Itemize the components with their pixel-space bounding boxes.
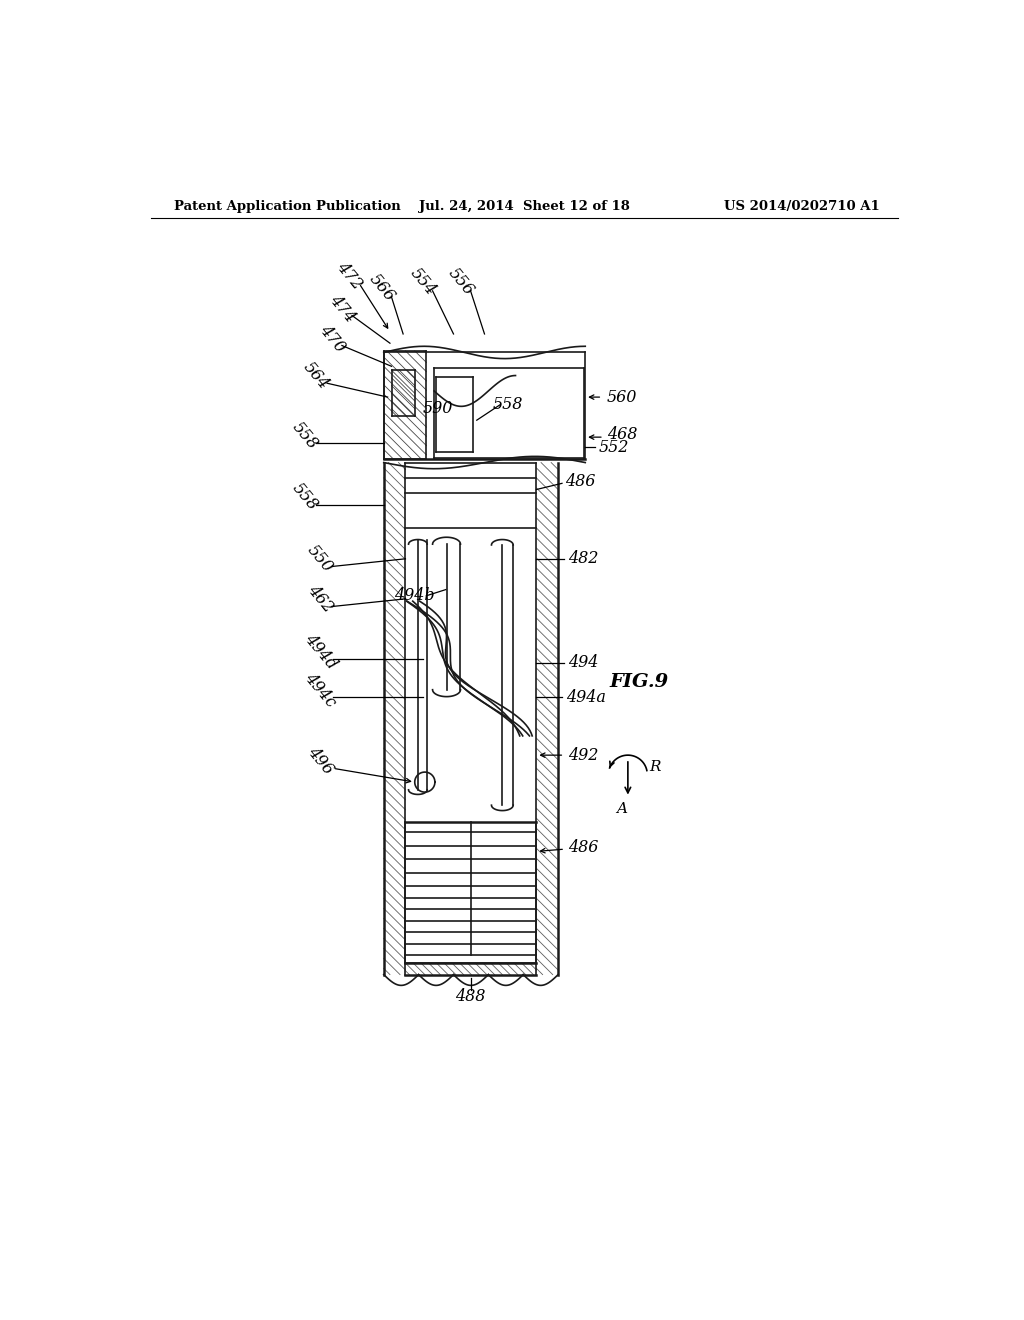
Text: Jul. 24, 2014  Sheet 12 of 18: Jul. 24, 2014 Sheet 12 of 18 [420, 201, 630, 214]
Text: Patent Application Publication: Patent Application Publication [174, 201, 401, 214]
Text: 494c: 494c [301, 669, 339, 710]
Text: R: R [649, 760, 660, 774]
Text: 472: 472 [333, 259, 366, 293]
Text: 550: 550 [304, 541, 337, 576]
Text: 492: 492 [568, 747, 599, 764]
Text: 554: 554 [407, 264, 439, 298]
Text: 590: 590 [423, 400, 454, 417]
Text: 486: 486 [565, 474, 596, 490]
Text: 552: 552 [598, 438, 629, 455]
Text: 486: 486 [568, 840, 599, 857]
Text: 558: 558 [289, 480, 321, 515]
Text: 468: 468 [607, 425, 637, 442]
Text: 470: 470 [315, 322, 348, 355]
Text: 558: 558 [289, 418, 321, 453]
Text: FIG.9: FIG.9 [610, 673, 669, 690]
Text: 494d: 494d [301, 630, 340, 672]
Text: 558: 558 [493, 396, 523, 413]
Text: 494b: 494b [394, 587, 435, 605]
Text: A: A [616, 803, 627, 816]
Text: US 2014/0202710 A1: US 2014/0202710 A1 [724, 201, 880, 214]
Text: 556: 556 [445, 264, 477, 298]
Text: 488: 488 [456, 987, 485, 1005]
Text: 482: 482 [568, 550, 599, 568]
Text: 560: 560 [606, 388, 637, 405]
Text: 462: 462 [304, 582, 337, 616]
Text: 566: 566 [366, 271, 398, 305]
Text: 494a: 494a [566, 689, 606, 706]
Text: 496: 496 [304, 743, 337, 777]
Text: 564: 564 [300, 359, 333, 392]
Text: 494: 494 [568, 655, 599, 672]
Text: 474: 474 [326, 292, 358, 326]
